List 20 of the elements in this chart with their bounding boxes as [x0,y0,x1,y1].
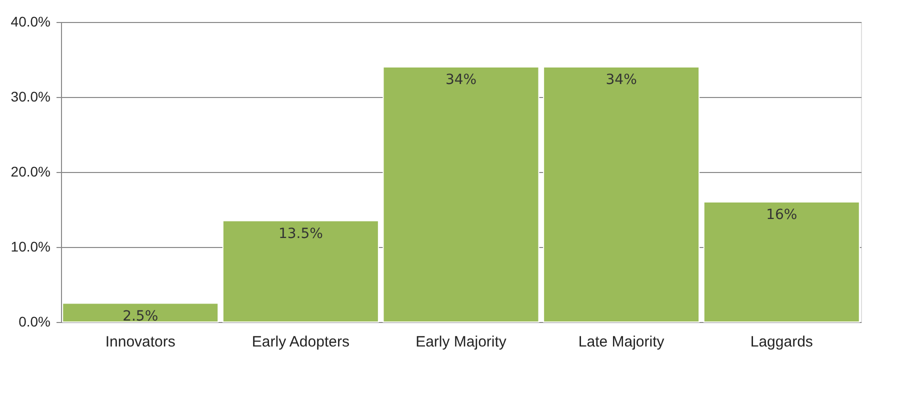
data-label: 34% [606,72,637,88]
data-label: 2.5% [122,308,158,324]
x-tick-label: Early Adopters [252,334,350,350]
data-label: 13.5% [278,226,323,242]
y-tick-label: 0.0% [18,314,50,330]
x-tick-label: Early Majority [416,334,507,350]
y-tick-label: 10.0% [10,238,50,254]
data-label: 16% [766,207,798,223]
bar [382,66,540,322]
x-tick-label: Innovators [105,334,176,350]
y-tick-label: 30.0% [10,88,50,104]
bar [62,302,219,322]
y-tick-label: 20.0% [10,164,50,180]
bar [543,66,700,322]
data-label: 34% [445,72,477,88]
x-tick-label: Laggards [750,334,813,350]
bar [222,220,379,322]
x-tick-label: Late Majority [578,334,665,350]
y-tick-label: 40.0% [10,14,50,30]
bar [703,202,860,322]
